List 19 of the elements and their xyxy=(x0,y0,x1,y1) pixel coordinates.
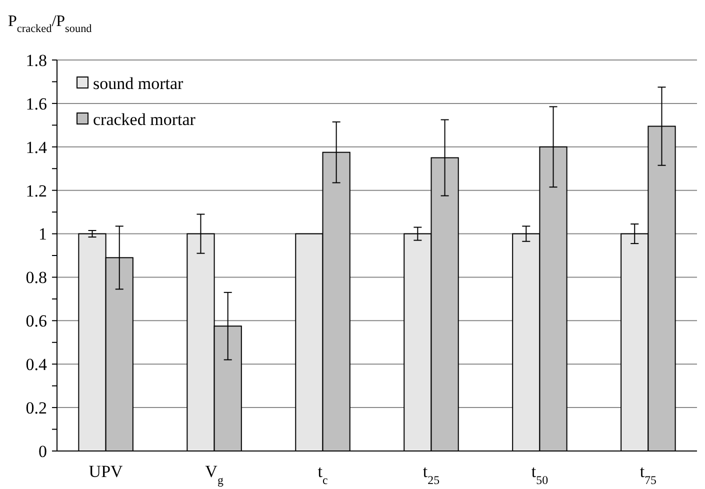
legend-label: cracked mortar xyxy=(93,110,196,129)
y-tick-label: 1.8 xyxy=(26,50,47,70)
legend-label: sound mortar xyxy=(93,74,184,93)
y-tick-label: 0.4 xyxy=(26,355,48,374)
y-tick-label: 1.2 xyxy=(26,181,47,200)
x-tick-label: t$_{50}$ xyxy=(531,462,548,487)
x-tick-label: t$_{25}$ xyxy=(422,462,440,487)
y-tick-label: 0.8 xyxy=(26,268,47,288)
y-axis-title: P$_{cracked}$/P$_{sound}$ xyxy=(8,13,92,35)
y-tick-label: 0.6 xyxy=(26,312,47,331)
y-tick-label: 1.4 xyxy=(26,138,48,157)
x-tick-label: t$_{c}$ xyxy=(318,462,328,487)
y-tick-label: 1.6 xyxy=(26,94,47,114)
y-tick-label: 0 xyxy=(38,442,47,461)
y-tick-label: 0.2 xyxy=(26,398,47,418)
x-tick-label: UPV xyxy=(88,462,124,481)
x-tick-label: V$_{g}$ xyxy=(205,462,224,487)
x-tick-label: t$_{75}$ xyxy=(640,462,657,487)
y-tick-label: 1 xyxy=(38,224,47,244)
